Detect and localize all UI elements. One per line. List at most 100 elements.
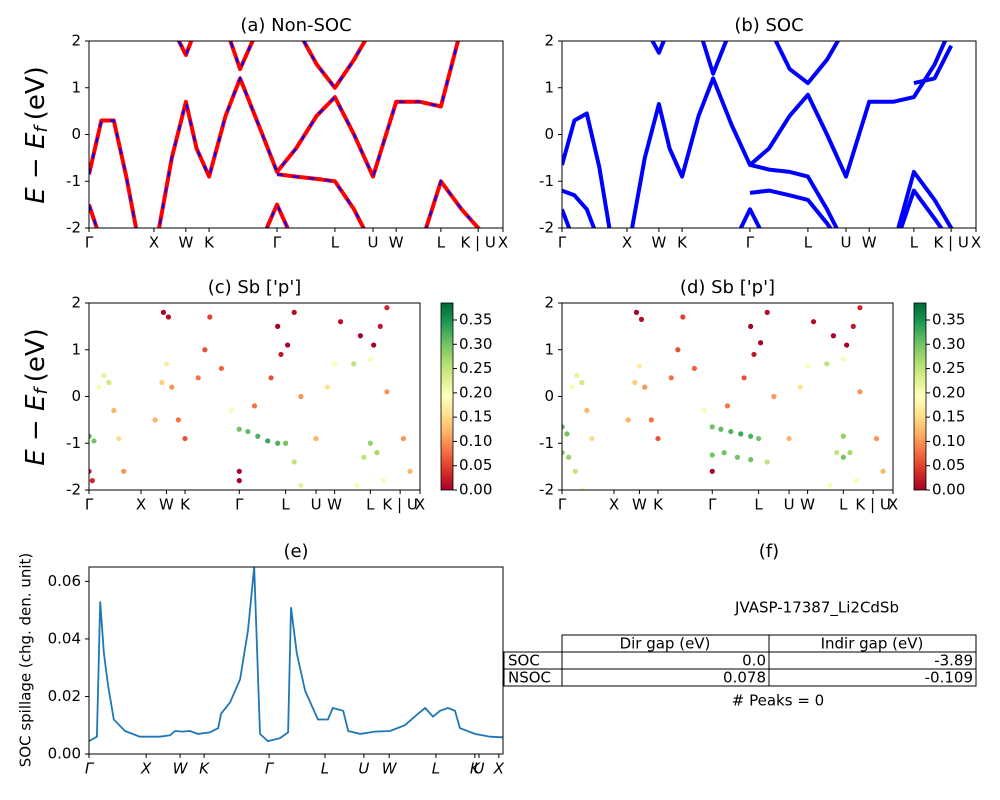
projection-point (655, 435, 661, 442)
projection-point (101, 372, 107, 379)
y-label-main: E − E (21, 132, 51, 204)
panel-title: (c) Sb ['p'] (208, 277, 302, 298)
projection-point (840, 356, 846, 362)
projection-point (377, 323, 383, 329)
colorbar-tick-label: 0.15 (932, 408, 965, 426)
projection-point (562, 450, 565, 456)
projection-point (251, 403, 258, 409)
colorbar-tick-label: 0.30 (932, 335, 965, 353)
projection-point (741, 375, 747, 381)
x-tick-label: Γ (85, 760, 95, 778)
y-tick-label: -2 (539, 481, 554, 499)
x-tick-label: W (382, 760, 398, 778)
table-header-cell: Dir gap (eV) (620, 635, 711, 653)
band (157, 41, 461, 228)
projection-point (202, 347, 208, 353)
band (176, 41, 368, 90)
projection-point (810, 319, 817, 325)
projection-point (844, 342, 850, 348)
y-tick-label: 1 (71, 340, 81, 358)
y-tick-label: 1 (71, 78, 81, 96)
projection-point (236, 426, 242, 432)
projection-point (291, 309, 297, 315)
x-tick-label: Γ (273, 234, 282, 252)
projection-point (758, 340, 764, 346)
projection-point (840, 454, 846, 460)
x-tick-label: K (180, 496, 191, 514)
y-label-unit: (eV) (21, 66, 51, 120)
axes-frame (88, 566, 504, 755)
projection-point (827, 482, 833, 488)
projection-point (245, 428, 251, 435)
y-label-sub: f (31, 124, 52, 133)
x-tick-label: L (281, 496, 290, 514)
projection-point (728, 428, 734, 435)
x-tick-label: X (498, 234, 508, 252)
projection-point (374, 450, 380, 456)
projection-point (91, 438, 97, 444)
x-tick-label: K (204, 234, 215, 252)
projection-point (734, 454, 741, 460)
x-tick-label: Γ (235, 496, 244, 514)
projection-point (691, 365, 698, 372)
band-overlay (89, 119, 138, 228)
projection-point (764, 309, 770, 315)
x-tick-label: Γ (558, 234, 567, 252)
x-tick-label: L (331, 234, 340, 252)
projection-point (89, 468, 92, 474)
projection-point (298, 482, 304, 488)
x-tick-label: W (862, 234, 877, 252)
y-tick-label: -1 (539, 172, 554, 190)
projection-point (265, 438, 271, 444)
projection-point (642, 384, 648, 390)
band (899, 188, 944, 228)
projection-point (873, 435, 880, 442)
y-label-main: E − E (21, 394, 51, 466)
projection-point (89, 433, 92, 439)
projection-point (880, 468, 886, 474)
plot-area (562, 305, 886, 490)
colorbar-tick-label: 0.00 (932, 481, 965, 499)
x-tick-label: K (199, 760, 210, 778)
x-tick-label: Γ (265, 760, 275, 778)
band (650, 41, 953, 86)
table-row-label: SOC (508, 652, 540, 670)
projection-point (163, 361, 170, 367)
colorbar-tick-label: 0.20 (459, 383, 492, 401)
projection-point (850, 323, 856, 329)
projection-point (175, 417, 181, 423)
projection-point (255, 433, 261, 439)
x-tick-label: W (389, 234, 404, 252)
projection-point (748, 457, 754, 463)
projection-point (195, 375, 201, 381)
x-tick-label: K | U (460, 234, 495, 252)
projection-point (748, 323, 754, 329)
projection-point (579, 379, 585, 386)
projection-point (857, 389, 863, 395)
projection-point (709, 468, 715, 474)
band (562, 169, 955, 228)
projection-point (756, 435, 762, 442)
y-tick-label: 0 (71, 387, 81, 405)
projection-point (367, 356, 373, 362)
x-tick-label: L (910, 234, 919, 252)
projection-point (675, 347, 681, 353)
y-tick-label: 2 (71, 32, 81, 50)
projection-point (111, 407, 117, 414)
band-overlay (276, 173, 365, 228)
projection-point (847, 450, 853, 456)
projection-point (721, 450, 727, 456)
x-tick-label: W (327, 496, 342, 514)
table-cell: -3.89 (934, 652, 973, 670)
projection-point (218, 365, 224, 372)
plot-area (89, 305, 413, 488)
projection-point (709, 424, 715, 430)
x-tick-label: W (651, 234, 666, 252)
spillage-line (89, 567, 503, 743)
projection-point (367, 440, 373, 446)
x-tick-label: U (368, 234, 379, 252)
projection-point (361, 454, 367, 460)
projection-point (709, 452, 715, 458)
colorbar-tick-label: 0.25 (459, 359, 492, 377)
panel-f: (f) JVASP-17387_Li2CdSb Dir gap (eV) Ind… (503, 541, 977, 710)
